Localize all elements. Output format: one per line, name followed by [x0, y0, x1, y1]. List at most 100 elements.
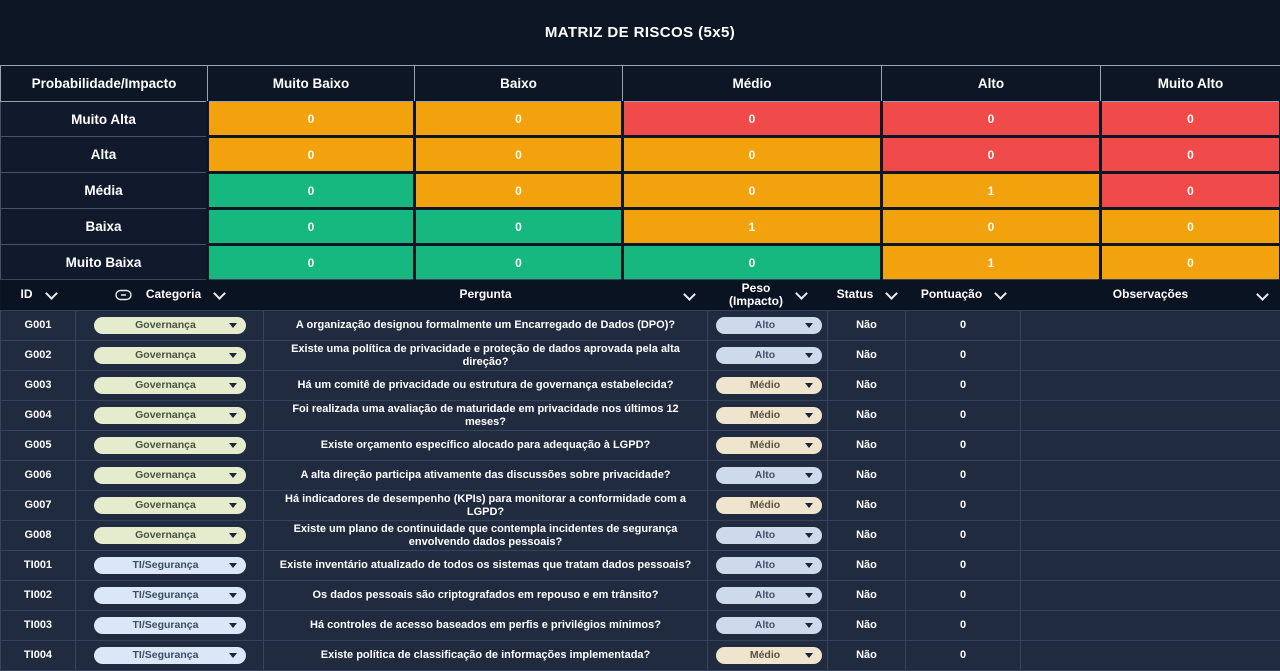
peso-select[interactable]: Alto [716, 527, 822, 544]
cell-categoria[interactable]: Governança [76, 401, 264, 431]
chevron-down-icon[interactable] [885, 287, 898, 300]
cell-categoria[interactable]: TI/Segurança [76, 551, 264, 581]
cell-id[interactable]: G001 [1, 311, 76, 341]
cell-id[interactable]: G006 [1, 461, 76, 491]
cell-categoria[interactable]: Governança [76, 521, 264, 551]
chevron-down-icon[interactable] [994, 287, 1007, 300]
peso-select[interactable]: Médio [716, 377, 822, 394]
cell-id[interactable]: TI002 [1, 581, 76, 611]
cell-observacoes[interactable] [1021, 641, 1280, 671]
chevron-down-icon[interactable] [683, 288, 696, 301]
categoria-select[interactable]: TI/Segurança [94, 617, 246, 634]
cell-id[interactable]: G004 [1, 401, 76, 431]
cell-categoria[interactable]: Governança [76, 311, 264, 341]
peso-select[interactable]: Alto [716, 467, 822, 484]
cell-status[interactable]: Não [828, 641, 906, 671]
cell-status[interactable]: Não [828, 431, 906, 461]
cell-status[interactable]: Não [828, 551, 906, 581]
peso-select[interactable]: Alto [716, 587, 822, 604]
categoria-select[interactable]: Governança [94, 347, 246, 364]
cell-categoria[interactable]: Governança [76, 461, 264, 491]
cell-observacoes[interactable] [1021, 311, 1280, 341]
cell-observacoes[interactable] [1021, 371, 1280, 401]
cell-peso[interactable]: Alto [708, 611, 828, 641]
cell-observacoes[interactable] [1021, 551, 1280, 581]
cell-id[interactable]: TI003 [1, 611, 76, 641]
peso-select[interactable]: Alto [716, 317, 822, 334]
chevron-down-icon[interactable] [1256, 288, 1269, 301]
cell-pontuacao[interactable]: 0 [906, 461, 1021, 491]
column-header-observacoes[interactable]: Observações [1021, 280, 1280, 311]
cell-status[interactable]: Não [828, 371, 906, 401]
cell-peso[interactable]: Médio [708, 491, 828, 521]
cell-peso[interactable]: Alto [708, 311, 828, 341]
peso-select[interactable]: Médio [716, 437, 822, 454]
column-header-categoria[interactable]: Categoria [76, 280, 264, 311]
cell-observacoes[interactable] [1021, 521, 1280, 551]
chevron-down-icon[interactable] [213, 287, 226, 300]
cell-pontuacao[interactable]: 0 [906, 401, 1021, 431]
column-header-pontuacao[interactable]: Pontuação [906, 280, 1021, 311]
chevron-down-icon[interactable] [45, 287, 58, 300]
cell-categoria[interactable]: Governança [76, 371, 264, 401]
cell-categoria[interactable]: Governança [76, 491, 264, 521]
categoria-select[interactable]: Governança [94, 377, 246, 394]
categoria-select[interactable]: Governança [94, 317, 246, 334]
categoria-select[interactable]: TI/Segurança [94, 647, 246, 664]
cell-observacoes[interactable] [1021, 491, 1280, 521]
peso-select[interactable]: Alto [716, 617, 822, 634]
cell-pontuacao[interactable]: 0 [906, 521, 1021, 551]
peso-select[interactable]: Médio [716, 407, 822, 424]
cell-peso[interactable]: Médio [708, 431, 828, 461]
categoria-select[interactable]: Governança [94, 407, 246, 424]
cell-status[interactable]: Não [828, 461, 906, 491]
cell-peso[interactable]: Alto [708, 341, 828, 371]
peso-select[interactable]: Alto [716, 347, 822, 364]
cell-peso[interactable]: Alto [708, 461, 828, 491]
column-header-id[interactable]: ID [1, 280, 76, 311]
cell-categoria[interactable]: Governança [76, 341, 264, 371]
cell-status[interactable]: Não [828, 311, 906, 341]
cell-pontuacao[interactable]: 0 [906, 491, 1021, 521]
cell-status[interactable]: Não [828, 581, 906, 611]
cell-pergunta[interactable]: Foi realizada uma avaliação de maturidad… [264, 401, 708, 431]
cell-peso[interactable]: Médio [708, 371, 828, 401]
cell-observacoes[interactable] [1021, 611, 1280, 641]
cell-peso[interactable]: Alto [708, 521, 828, 551]
cell-pergunta[interactable]: Há controles de acesso baseados em perfi… [264, 611, 708, 641]
categoria-select[interactable]: Governança [94, 467, 246, 484]
cell-status[interactable]: Não [828, 341, 906, 371]
cell-categoria[interactable]: Governança [76, 431, 264, 461]
cell-status[interactable]: Não [828, 521, 906, 551]
chevron-down-icon[interactable] [795, 287, 808, 300]
cell-observacoes[interactable] [1021, 461, 1280, 491]
cell-pontuacao[interactable]: 0 [906, 311, 1021, 341]
cell-pergunta[interactable]: A organização designou formalmente um En… [264, 311, 708, 341]
cell-status[interactable]: Não [828, 491, 906, 521]
cell-id[interactable]: TI001 [1, 551, 76, 581]
cell-pergunta[interactable]: Os dados pessoais são criptografados em … [264, 581, 708, 611]
peso-select[interactable]: Médio [716, 647, 822, 664]
cell-id[interactable]: G007 [1, 491, 76, 521]
categoria-select[interactable]: Governança [94, 527, 246, 544]
cell-status[interactable]: Não [828, 611, 906, 641]
cell-pergunta[interactable]: Existe inventário atualizado de todos os… [264, 551, 708, 581]
categoria-select[interactable]: Governança [94, 437, 246, 454]
cell-id[interactable]: G003 [1, 371, 76, 401]
peso-select[interactable]: Médio [716, 497, 822, 514]
cell-pontuacao[interactable]: 0 [906, 371, 1021, 401]
cell-peso[interactable]: Alto [708, 551, 828, 581]
peso-select[interactable]: Alto [716, 557, 822, 574]
column-header-status[interactable]: Status [828, 280, 906, 311]
cell-pontuacao[interactable]: 0 [906, 581, 1021, 611]
cell-id[interactable]: G005 [1, 431, 76, 461]
cell-id[interactable]: G002 [1, 341, 76, 371]
cell-pontuacao[interactable]: 0 [906, 551, 1021, 581]
cell-pergunta[interactable]: Existe política de classificação de info… [264, 641, 708, 671]
cell-categoria[interactable]: TI/Segurança [76, 581, 264, 611]
cell-pergunta[interactable]: Existe uma política de privacidade e pro… [264, 341, 708, 371]
cell-pergunta[interactable]: Existe orçamento específico alocado para… [264, 431, 708, 461]
cell-observacoes[interactable] [1021, 341, 1280, 371]
cell-peso[interactable]: Médio [708, 401, 828, 431]
cell-pergunta[interactable]: Há um comitê de privacidade ou estrutura… [264, 371, 708, 401]
